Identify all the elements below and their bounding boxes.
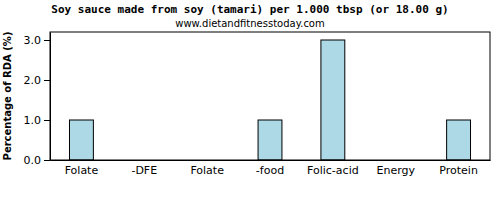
bar (321, 40, 345, 160)
y-axis: 0.0 1.0 2.0 3.0 (24, 33, 51, 168)
x-axis: Folate -DFE Folate -food Folic-acid Energy Pro… (51, 160, 491, 177)
title: Soy sauce made from soy (tamari) per 1.0… (51, 3, 448, 16)
x-tick: -food (256, 160, 284, 177)
x-axis-line (51, 160, 491, 161)
x-tick: Folate (190, 160, 224, 177)
chart-svg: Soy sauce made from soy (tamari) per 1.0… (0, 0, 500, 200)
y-tick: 2.0 (24, 74, 51, 87)
y-tick: 0.0 (24, 154, 51, 167)
x-tick-label: Folate (190, 164, 224, 177)
y-tick-mark (44, 80, 50, 81)
y-tick-mark (44, 160, 50, 161)
y-tick: 3.0 (24, 34, 51, 47)
x-tick: Folic-acid (307, 160, 359, 177)
y-tick-label: 0.0 (24, 154, 42, 167)
bar (69, 120, 93, 160)
x-tick-label: Folate (65, 164, 99, 177)
y-tick-label: 3.0 (24, 34, 42, 47)
x-tick: Folate (65, 160, 99, 177)
y-axis-title: Percentage of RDA (%) (2, 32, 13, 161)
y-tick-label: 1.0 (24, 114, 42, 127)
bar (258, 120, 282, 160)
x-tick-label: -food (256, 164, 284, 177)
x-tick-label: Protein (439, 164, 478, 177)
x-tick: -DFE (131, 160, 157, 177)
y-tick-mark (44, 40, 50, 41)
y-tick-mark (44, 120, 50, 121)
y-tick-label: 2.0 (24, 74, 42, 87)
x-tick: Protein (439, 160, 478, 177)
x-tick-label: Energy (376, 164, 415, 177)
bar (447, 120, 471, 160)
chart-container: Soy sauce made from soy (tamari) per 1.0… (0, 0, 500, 200)
plot-area: 0.0 1.0 2.0 3.0 Folate -DFE Folate -food Folic-a… (24, 32, 491, 177)
y-axis-line (50, 33, 51, 161)
x-tick-label: Folic-acid (307, 164, 359, 177)
y-tick: 1.0 (24, 114, 51, 127)
bars (69, 40, 470, 160)
plot-frame (50, 32, 490, 160)
subtitle: www.dietandfitnesstoday.com (175, 18, 324, 29)
x-tick: Energy (376, 160, 415, 177)
x-tick-label: -DFE (131, 164, 157, 177)
